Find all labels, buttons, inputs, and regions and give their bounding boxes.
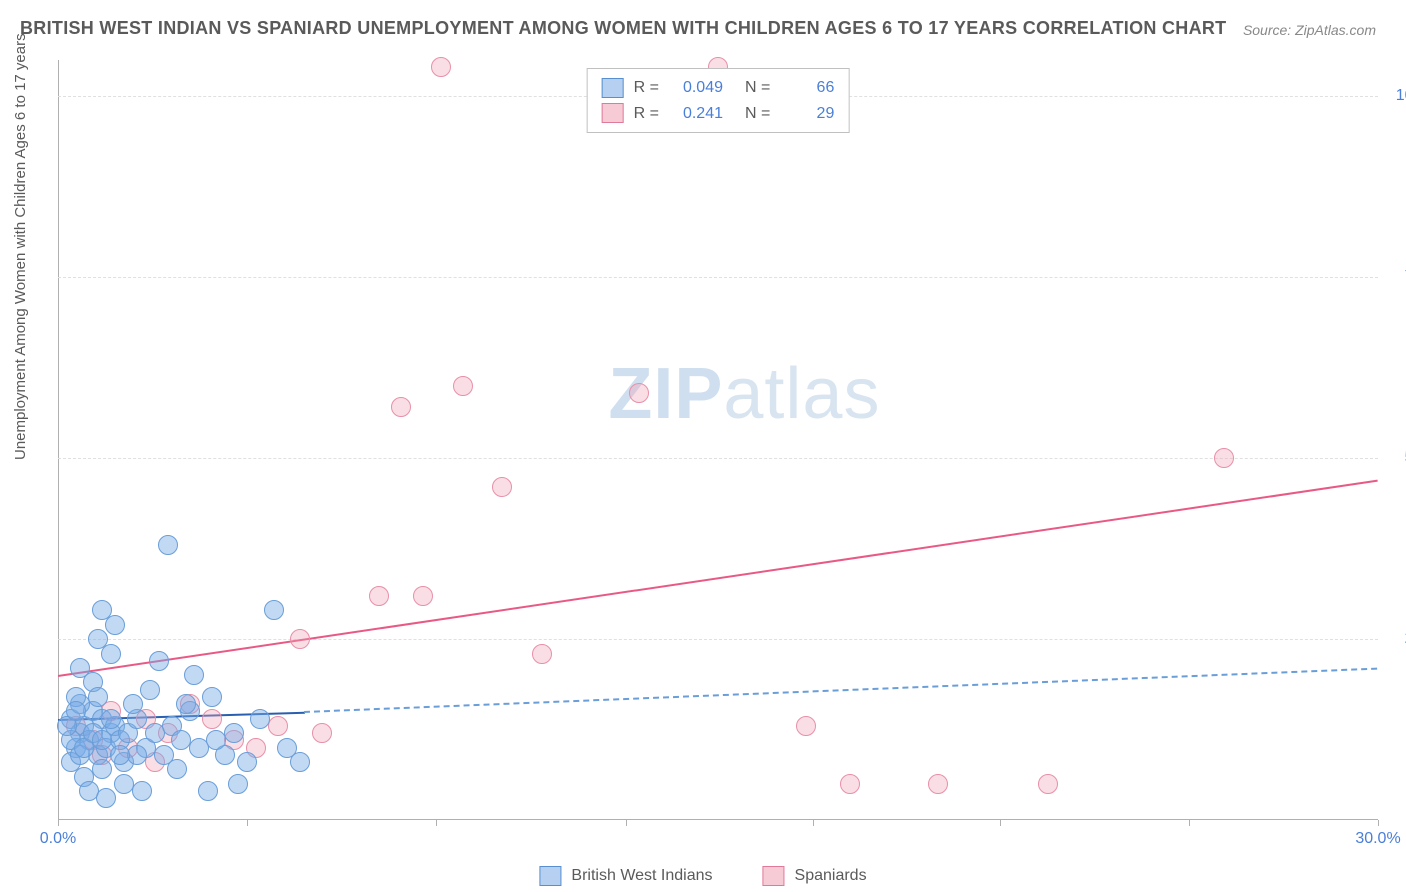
data-point bbox=[928, 774, 948, 794]
gridline bbox=[58, 458, 1378, 459]
x-tick-mark bbox=[1378, 820, 1379, 826]
data-point bbox=[176, 694, 196, 714]
swatch-pink-icon bbox=[602, 103, 624, 123]
x-tick-mark bbox=[813, 820, 814, 826]
x-tick-mark bbox=[1189, 820, 1190, 826]
legend-label-pink: Spaniards bbox=[795, 867, 867, 885]
data-point bbox=[92, 730, 112, 750]
data-point bbox=[431, 57, 451, 77]
n-label: N = bbox=[745, 75, 770, 101]
data-point bbox=[413, 586, 433, 606]
legend-label-blue: British West Indians bbox=[571, 867, 712, 885]
data-point bbox=[101, 709, 121, 729]
x-tick-mark bbox=[1000, 820, 1001, 826]
data-point bbox=[167, 759, 187, 779]
correlation-stats-box: R = 0.049 N = 66 R = 0.241 N = 29 bbox=[587, 68, 850, 133]
data-point bbox=[453, 376, 473, 396]
data-point bbox=[369, 586, 389, 606]
data-point bbox=[96, 788, 116, 808]
data-point bbox=[1038, 774, 1058, 794]
data-point bbox=[66, 701, 86, 721]
swatch-blue-icon bbox=[602, 78, 624, 98]
x-axis-line bbox=[58, 819, 1378, 820]
data-point bbox=[70, 658, 90, 678]
r-label: R = bbox=[634, 101, 659, 127]
legend-item-blue: British West Indians bbox=[539, 866, 712, 886]
data-point bbox=[158, 535, 178, 555]
x-tick-mark bbox=[247, 820, 248, 826]
legend-item-pink: Spaniards bbox=[763, 866, 867, 886]
trendline bbox=[304, 668, 1378, 713]
r-label: R = bbox=[634, 75, 659, 101]
stats-row-blue: R = 0.049 N = 66 bbox=[602, 75, 835, 101]
x-tick-mark bbox=[58, 820, 59, 826]
r-value-blue: 0.049 bbox=[669, 75, 723, 101]
y-axis-label: Unemployment Among Women with Children A… bbox=[12, 33, 29, 460]
data-point bbox=[391, 397, 411, 417]
data-point bbox=[184, 665, 204, 685]
x-tick-mark bbox=[436, 820, 437, 826]
data-point bbox=[140, 680, 160, 700]
n-label: N = bbox=[745, 101, 770, 127]
data-point bbox=[132, 781, 152, 801]
x-tick-label: 30.0% bbox=[1355, 830, 1400, 848]
r-value-pink: 0.241 bbox=[669, 101, 723, 127]
data-point bbox=[110, 745, 130, 765]
data-point bbox=[268, 716, 288, 736]
source-attribution: Source: ZipAtlas.com bbox=[1243, 22, 1376, 38]
data-point bbox=[206, 730, 226, 750]
data-point bbox=[224, 723, 244, 743]
plot-surface: 25.0%50.0%75.0%100.0%0.0%30.0% bbox=[58, 60, 1378, 820]
swatch-blue-icon bbox=[539, 866, 561, 886]
data-point bbox=[237, 752, 257, 772]
y-tick-label: 100.0% bbox=[1396, 87, 1406, 105]
data-point bbox=[88, 687, 108, 707]
data-point bbox=[312, 723, 332, 743]
data-point bbox=[840, 774, 860, 794]
n-value-pink: 29 bbox=[780, 101, 834, 127]
y-axis-line bbox=[58, 60, 59, 820]
trendline bbox=[58, 480, 1378, 677]
data-point bbox=[127, 745, 147, 765]
gridline bbox=[58, 277, 1378, 278]
data-point bbox=[264, 600, 284, 620]
data-point bbox=[198, 781, 218, 801]
chart-plot-area: ZIPatlas 25.0%50.0%75.0%100.0%0.0%30.0% … bbox=[58, 60, 1378, 820]
data-point bbox=[250, 709, 270, 729]
data-point bbox=[290, 629, 310, 649]
data-point bbox=[92, 759, 112, 779]
legend: British West Indians Spaniards bbox=[539, 866, 866, 886]
swatch-pink-icon bbox=[763, 866, 785, 886]
data-point bbox=[492, 477, 512, 497]
data-point bbox=[1214, 448, 1234, 468]
data-point bbox=[532, 644, 552, 664]
gridline bbox=[58, 639, 1378, 640]
data-point bbox=[290, 752, 310, 772]
chart-title: BRITISH WEST INDIAN VS SPANIARD UNEMPLOY… bbox=[20, 18, 1226, 39]
data-point bbox=[149, 651, 169, 671]
x-tick-label: 0.0% bbox=[40, 830, 76, 848]
data-point bbox=[228, 774, 248, 794]
data-point bbox=[92, 600, 112, 620]
data-point bbox=[629, 383, 649, 403]
stats-row-pink: R = 0.241 N = 29 bbox=[602, 101, 835, 127]
data-point bbox=[202, 709, 222, 729]
n-value-blue: 66 bbox=[780, 75, 834, 101]
data-point bbox=[88, 629, 108, 649]
x-tick-mark bbox=[626, 820, 627, 826]
data-point bbox=[123, 694, 143, 714]
data-point bbox=[796, 716, 816, 736]
data-point bbox=[202, 687, 222, 707]
